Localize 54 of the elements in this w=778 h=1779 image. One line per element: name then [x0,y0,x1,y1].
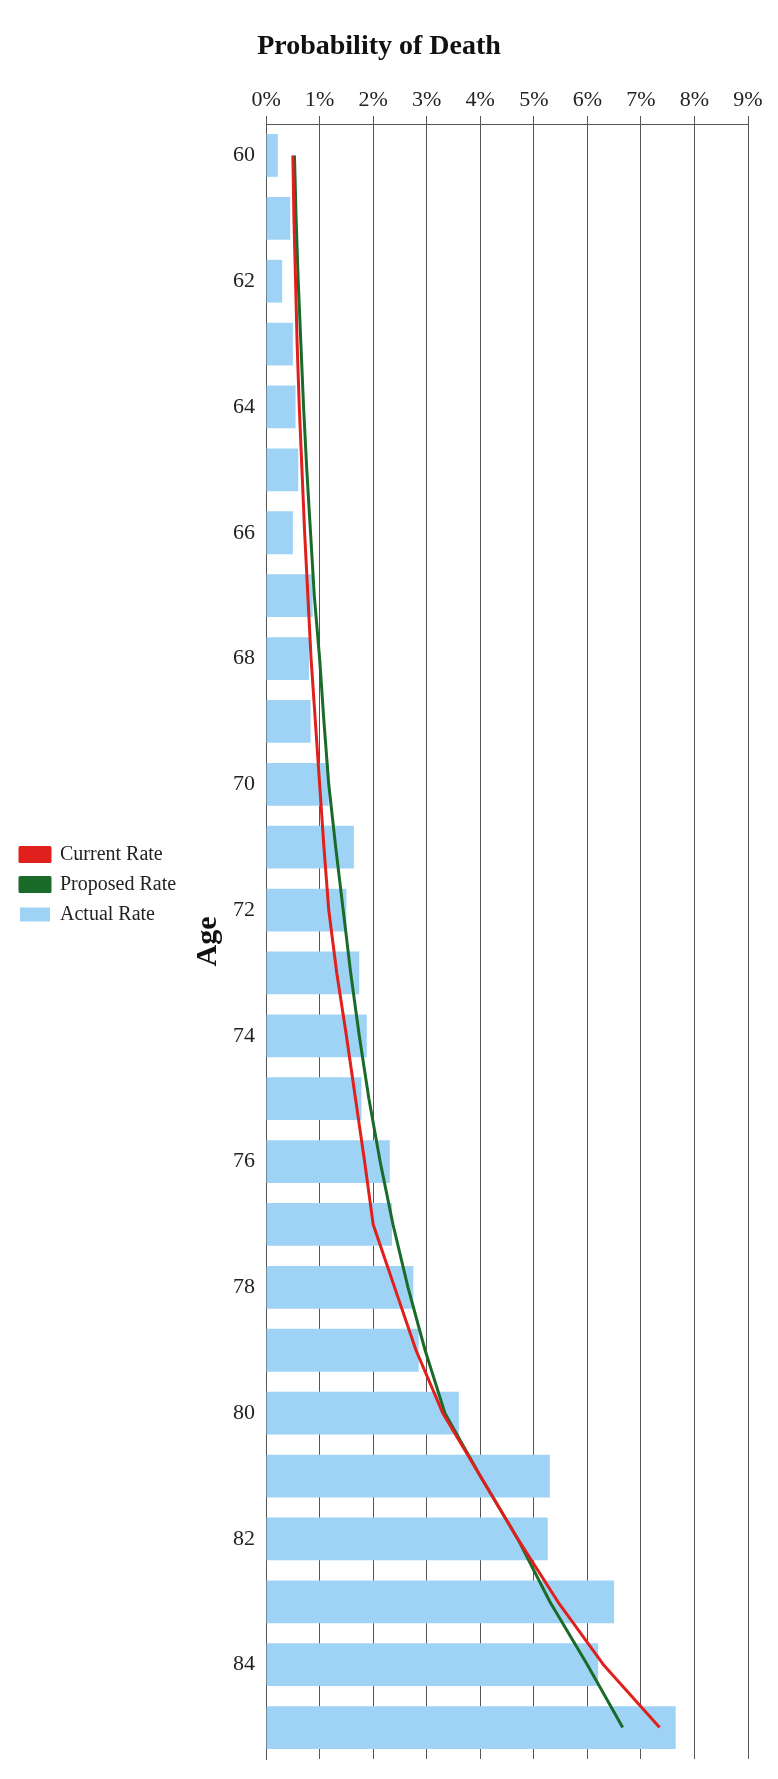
bar [266,134,278,177]
x-tick-label: 3% [412,85,442,111]
bar [266,259,283,303]
x-tick-label: 2% [358,85,388,111]
y-tick-label: 82 [233,1524,256,1550]
x-tick-label: 6% [572,85,603,111]
legend-label: Actual Rate [60,901,156,924]
x-tick-label: 7% [626,85,656,111]
bar [266,1328,419,1372]
bar [266,1203,392,1246]
x-tick-label: 5% [519,85,549,111]
bar [266,385,296,429]
y-tick-label: 78 [233,1273,256,1299]
bar [266,888,347,932]
y-tick-label: 60 [233,141,256,167]
y-tick-label: 66 [233,518,256,544]
bar [266,1391,459,1435]
x-tick-label: 8% [679,85,710,111]
legend-label: Proposed Rate [60,871,177,895]
bar [266,574,313,618]
y-tick-label: 70 [233,770,256,796]
bar [266,1580,615,1624]
y-tick-label: 76 [233,1147,256,1173]
y-tick-label: 80 [233,1398,256,1424]
bar [266,762,329,806]
y-tick-label: 62 [233,266,256,292]
bar [266,322,293,366]
bar [266,511,293,555]
bar [266,700,311,743]
bar [266,637,309,680]
bar [266,1265,414,1309]
bar [266,1706,676,1749]
chart-title: Probability of Death [257,29,502,61]
bar [266,196,291,240]
x-tick-label: 0% [251,85,281,111]
y-tick-label: 68 [233,644,256,670]
bar [266,1517,548,1561]
y-tick-label: 84 [233,1650,256,1676]
bar [266,1014,367,1058]
x-tick-label: 4% [465,85,495,111]
y-axis-title: Age [188,916,222,967]
bar [266,825,354,869]
bar [266,448,299,492]
y-tick-label: 64 [233,392,256,418]
y-tick-label: 72 [233,895,256,921]
x-tick-label: 9% [733,85,763,111]
x-tick-label: 1% [304,85,335,111]
y-tick-label: 74 [233,1021,256,1047]
bar [266,1140,390,1183]
legend-label: Current Rate [60,841,163,864]
bar [266,1643,599,1687]
bar [266,951,360,995]
bar [266,1077,362,1121]
bar [266,1454,550,1498]
